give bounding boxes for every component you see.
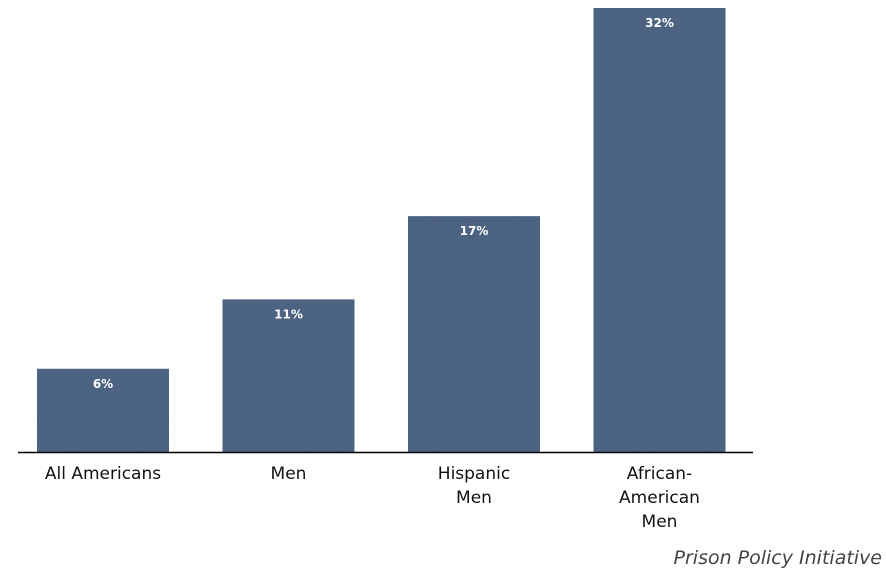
category-labels: All Americans Men Hispanic Men African-Ameri… xyxy=(45,464,700,532)
data-label: 17% xyxy=(460,224,489,238)
x-tick-label: African-American Men xyxy=(619,464,700,532)
x-tick-label: All Americans xyxy=(45,464,161,484)
source-credit: Prison Policy Initiative xyxy=(673,547,882,569)
bars-layer xyxy=(37,8,726,452)
bar-all-americans xyxy=(37,368,169,452)
data-label: 32% xyxy=(645,16,674,30)
bar-african-american-men xyxy=(593,8,726,452)
x-tick-label: Hispanic Men xyxy=(438,464,510,508)
data-label: 11% xyxy=(274,307,303,321)
labels-layer: 6% 11% 17% 32% xyxy=(93,16,674,391)
x-tick-label: Men xyxy=(271,464,307,484)
bar-hispanic-men xyxy=(408,216,540,452)
data-label: 6% xyxy=(93,377,113,391)
bar-men xyxy=(222,299,355,452)
